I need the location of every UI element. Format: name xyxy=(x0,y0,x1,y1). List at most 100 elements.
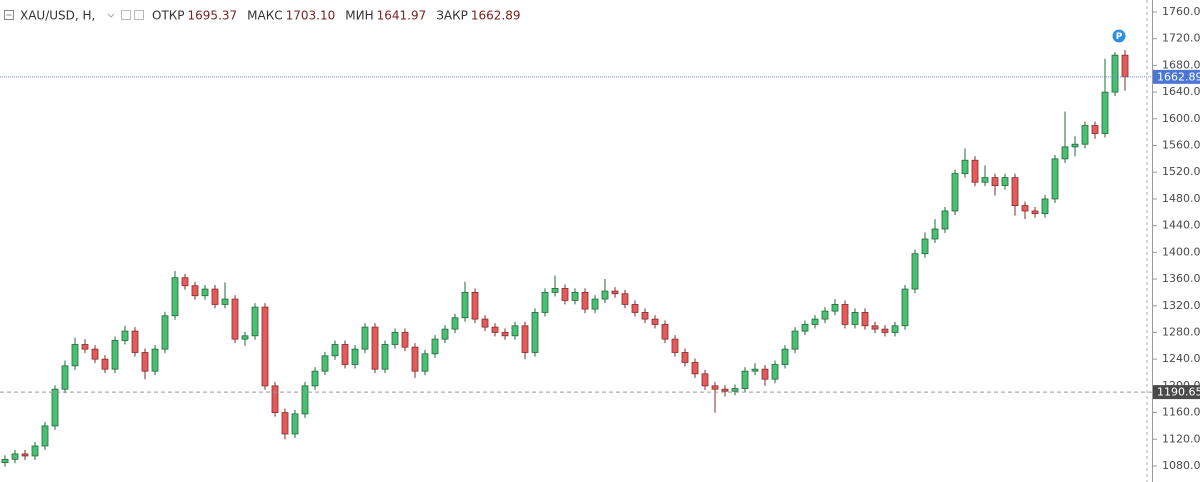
candle-body xyxy=(221,298,229,305)
candle-body xyxy=(231,298,239,340)
candle-body xyxy=(1061,146,1069,160)
candle-body xyxy=(641,312,649,320)
candle-body xyxy=(871,325,879,330)
price-label: 1190.65 xyxy=(1157,386,1200,399)
settings-icon[interactable] xyxy=(134,10,144,20)
y-tick-label: 1400.00 xyxy=(1162,245,1200,258)
candle-body xyxy=(701,373,709,387)
candle-body xyxy=(751,368,759,372)
candle-body xyxy=(801,324,809,332)
candle-body xyxy=(331,344,339,357)
candle-body xyxy=(381,344,389,370)
y-tick-label: 1640.00 xyxy=(1162,85,1200,98)
candle-body xyxy=(881,328,889,333)
candle-body xyxy=(251,306,259,337)
candle-body xyxy=(781,348,789,365)
candle-body xyxy=(71,344,79,367)
candle-body xyxy=(401,332,409,348)
candle-body xyxy=(691,362,699,375)
candle-body xyxy=(161,315,169,350)
y-tick-label: 1520.00 xyxy=(1162,165,1200,178)
candle-body xyxy=(771,364,779,380)
y-tick-label: 1480.00 xyxy=(1162,192,1200,205)
collapse-icon[interactable] xyxy=(4,10,14,20)
candle-body xyxy=(301,385,309,415)
ohlc-name: ЗАКР xyxy=(436,9,468,23)
candle-body xyxy=(321,355,329,372)
candle-body xyxy=(721,388,729,392)
y-tick-label: 1440.00 xyxy=(1162,219,1200,232)
candle-body xyxy=(461,292,469,319)
candle-body xyxy=(61,365,69,390)
ohlc-value: 1703.10 xyxy=(286,9,336,23)
candle-body xyxy=(1,458,9,464)
price-label: 1662.89 xyxy=(1157,70,1200,83)
candle-body xyxy=(791,330,799,350)
candle-body xyxy=(491,326,499,333)
candle-body xyxy=(431,338,439,355)
candle-body xyxy=(981,177,989,183)
candle-body xyxy=(131,330,139,353)
candle-body xyxy=(51,388,59,427)
ohlc-name: МИН xyxy=(345,9,373,23)
candle-body xyxy=(291,413,299,435)
eye-icon[interactable] xyxy=(121,10,131,20)
candle-body xyxy=(171,277,179,317)
candle-body xyxy=(421,353,429,372)
candle-body xyxy=(961,159,969,174)
candle-body xyxy=(1111,54,1119,93)
candle-body xyxy=(761,368,769,380)
candle-body xyxy=(631,304,639,313)
ohlc-value: 1695.37 xyxy=(188,9,238,23)
candle-body xyxy=(861,312,869,327)
candle-body xyxy=(661,324,669,340)
candle-body xyxy=(831,304,839,312)
y-tick-label: 1360.00 xyxy=(1162,272,1200,285)
candle-body xyxy=(541,292,549,313)
candle-body xyxy=(1081,125,1089,145)
y-tick-label: 1560.00 xyxy=(1162,139,1200,152)
candle-body xyxy=(451,317,459,330)
ohlc-name: ОТКР xyxy=(152,9,185,23)
candle-body xyxy=(121,330,129,341)
candle-body xyxy=(501,332,509,337)
candle-body xyxy=(1101,91,1109,134)
candle-body xyxy=(571,292,579,301)
candle-body xyxy=(731,388,739,392)
y-tick-label: 1120.00 xyxy=(1162,432,1200,445)
candle-body xyxy=(481,318,489,328)
y-tick-label: 1600.00 xyxy=(1162,112,1200,125)
dropdown-icon[interactable] xyxy=(107,13,115,18)
symbol: XAU/USD, H, xyxy=(20,9,95,23)
candle-body xyxy=(191,285,199,297)
candle-body xyxy=(281,412,289,435)
price-label-box xyxy=(1153,385,1200,400)
candle-body xyxy=(561,287,569,301)
candle-body xyxy=(951,173,959,212)
candle-body xyxy=(241,335,249,340)
candle-body xyxy=(741,370,749,389)
candle-body xyxy=(91,348,99,360)
ohlc-value: 1662.89 xyxy=(471,9,521,23)
candle-body xyxy=(271,385,279,413)
candle-body xyxy=(821,310,829,320)
candle-body xyxy=(211,288,219,305)
candle-body xyxy=(651,318,659,325)
candle-body xyxy=(971,159,979,183)
candle-body xyxy=(621,293,629,305)
y-tick-label: 1760.00 xyxy=(1162,5,1200,18)
candle-body xyxy=(21,453,29,457)
candle-body xyxy=(891,325,899,333)
candle-body xyxy=(81,344,89,350)
candle-body xyxy=(181,277,189,287)
candle-body xyxy=(581,292,589,310)
ohlc-value: 1641.97 xyxy=(377,9,427,23)
ohlc-name: МАКС xyxy=(247,9,282,23)
candle-body xyxy=(141,352,149,372)
price-label-box xyxy=(1153,69,1200,84)
candle-body xyxy=(311,370,319,387)
candle-body xyxy=(371,326,379,370)
candle-body xyxy=(1041,198,1049,215)
candle-body xyxy=(351,348,359,365)
